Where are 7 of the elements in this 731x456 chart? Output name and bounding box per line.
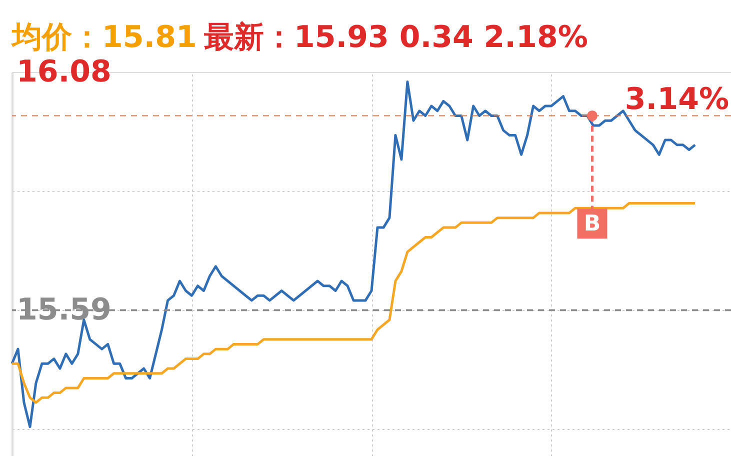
y-tick-label: 15.59 bbox=[16, 292, 112, 328]
chart-subtitle: 最新：15.93 0.34 2.18% bbox=[204, 20, 588, 55]
y-tick-label: 16.08 bbox=[16, 54, 112, 90]
annotation: 3.14% bbox=[624, 82, 729, 117]
chart-title: 均价：15.81 bbox=[10, 20, 197, 55]
line-series bbox=[10, 202, 696, 404]
annotation: B bbox=[584, 212, 601, 237]
